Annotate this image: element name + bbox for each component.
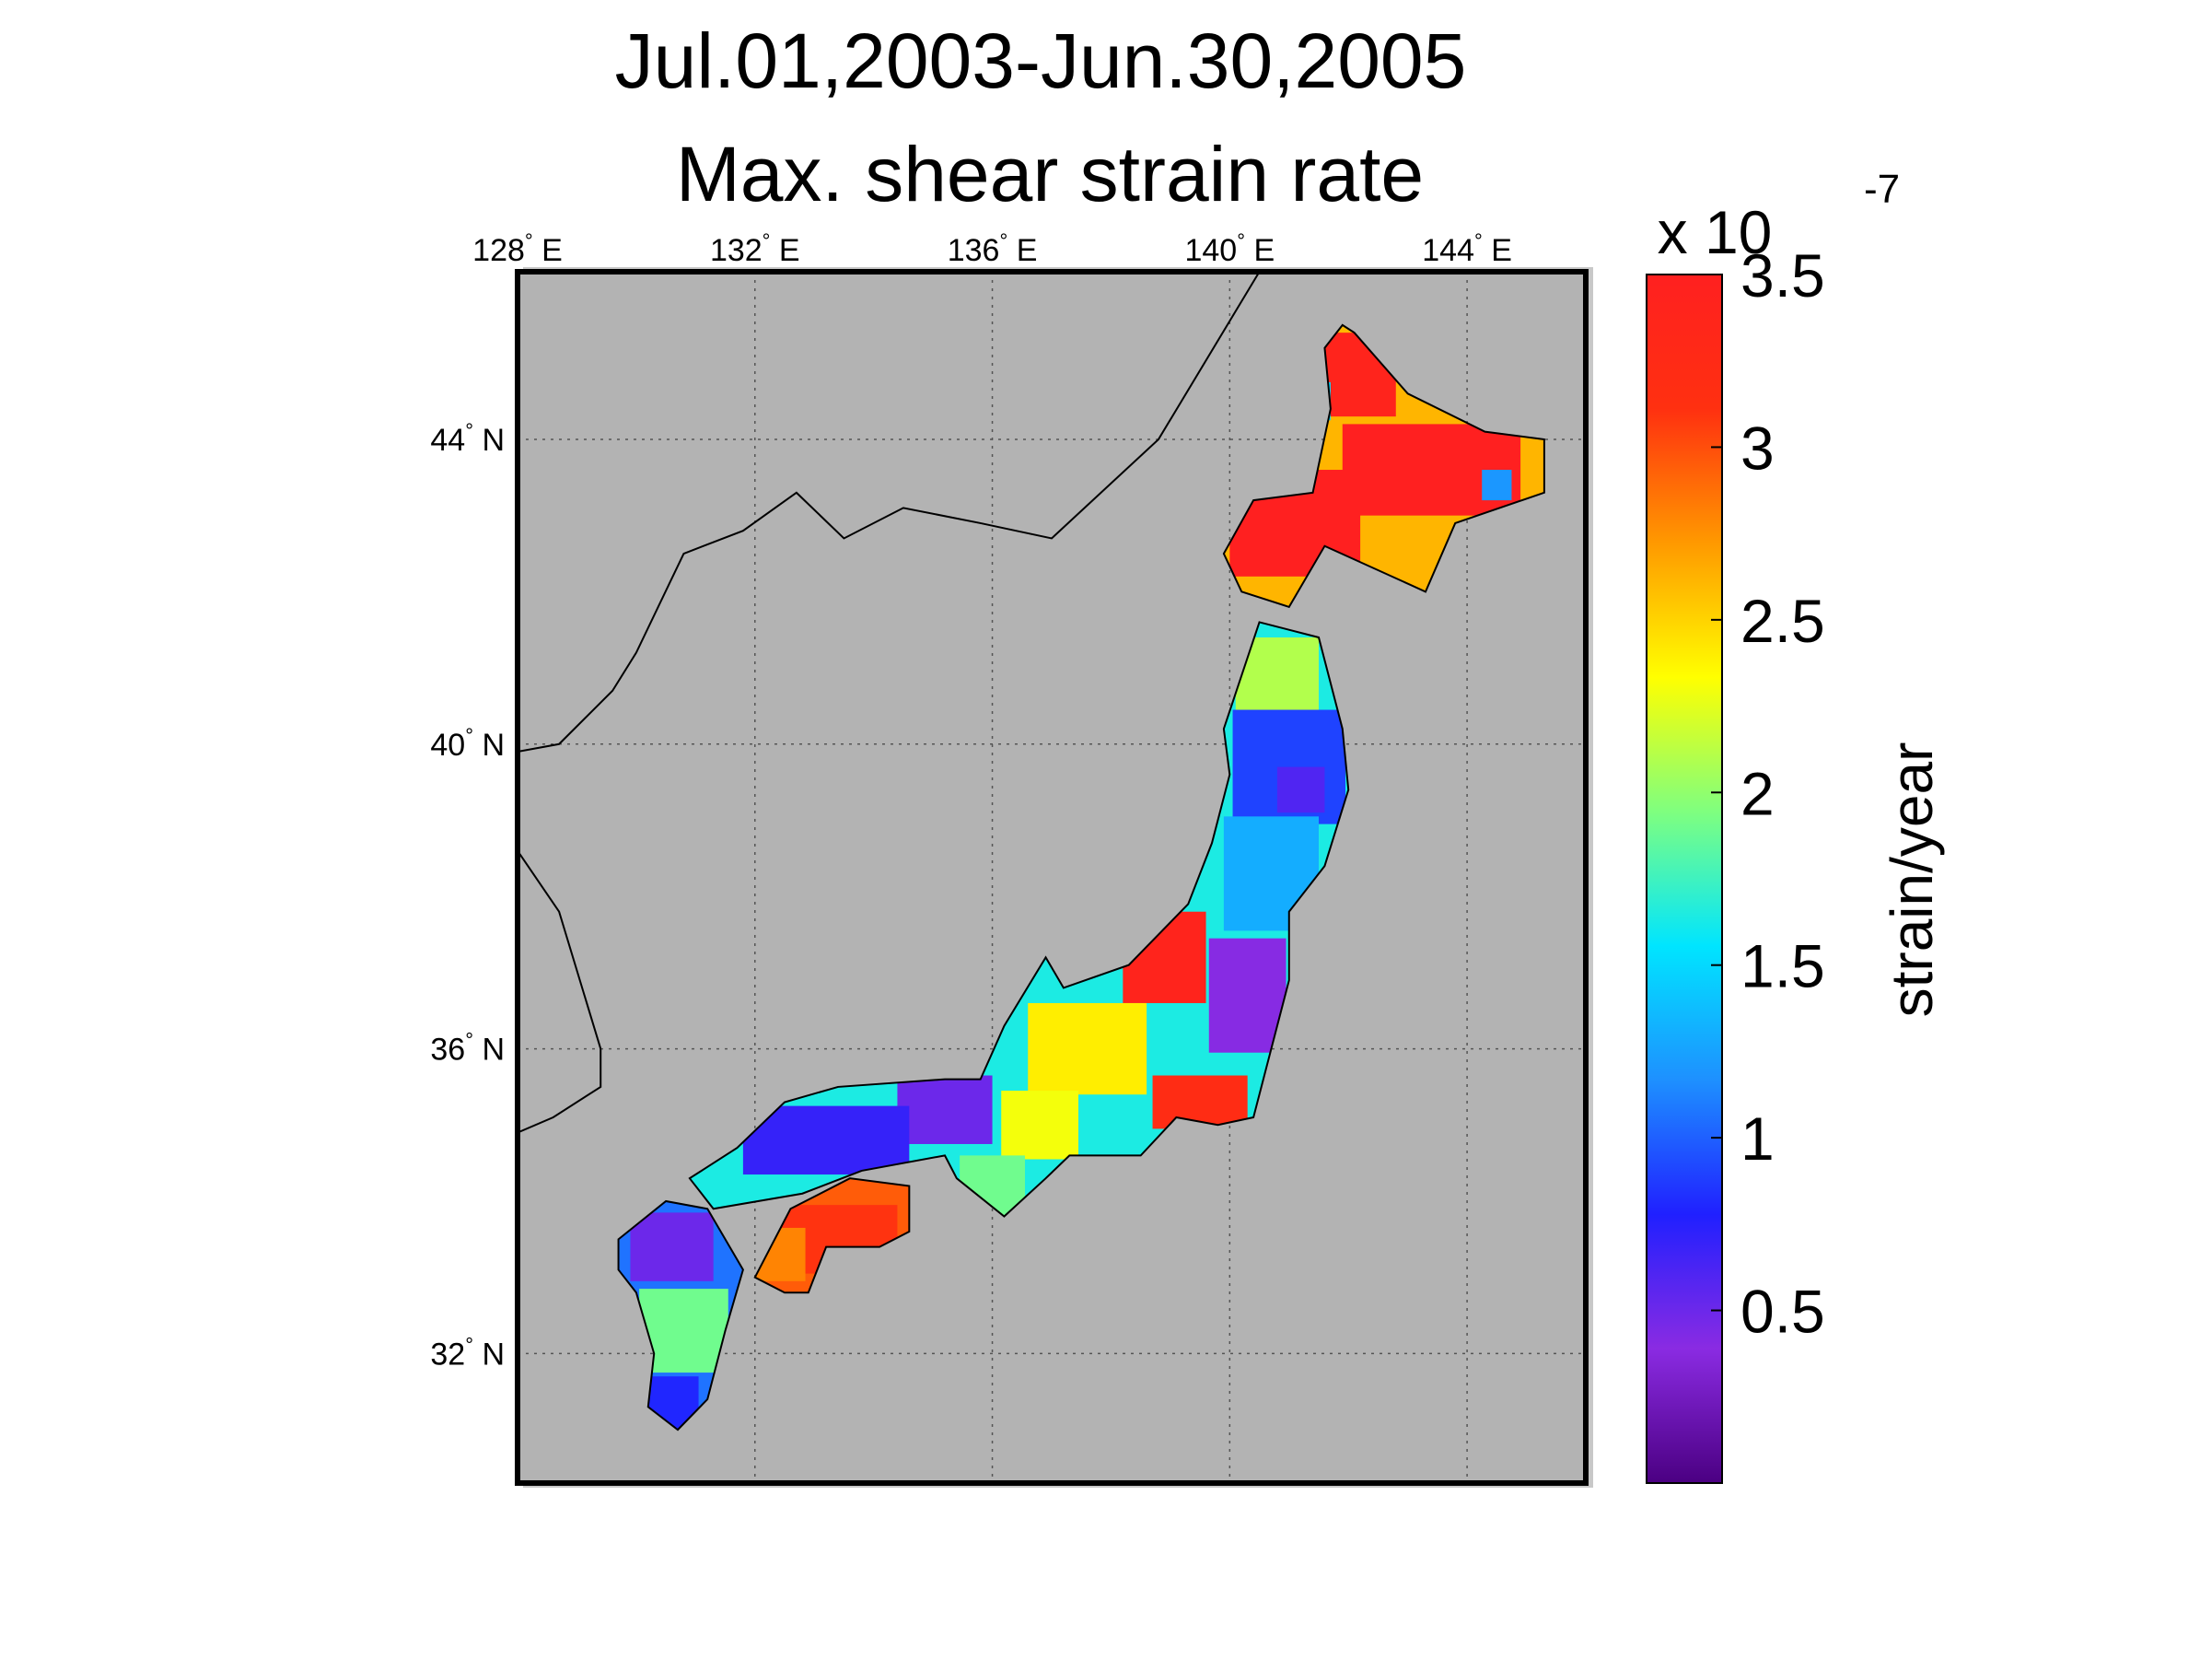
strain-cell bbox=[897, 1075, 993, 1144]
colorbar-tick-label: 2.5 bbox=[1740, 587, 1825, 655]
latitude-tick-label: 36° N bbox=[430, 1029, 505, 1068]
strain-cell bbox=[1001, 1091, 1078, 1160]
colorbar-tick-label: 2 bbox=[1740, 759, 1775, 827]
map-frame bbox=[515, 269, 1589, 1486]
longitude-tick-labels: 128° E 132° E 136° E 140° E 144° E bbox=[472, 229, 1512, 268]
strain-cell bbox=[1152, 1075, 1248, 1129]
coastline-segment bbox=[518, 849, 602, 1134]
latitude-tick-label: 40° N bbox=[430, 724, 505, 763]
map-title-line1: Jul.01,2003-Jun.30,2005 bbox=[615, 18, 1467, 104]
longitude-tick-label: 132° E bbox=[710, 229, 800, 268]
region-fill bbox=[689, 622, 1349, 1217]
colorbar-tick-label: 1 bbox=[1740, 1104, 1775, 1173]
colorbar-label: strain/year bbox=[1879, 742, 1945, 1018]
coastline-hokkaido bbox=[1222, 323, 1545, 609]
colorbar: 3.5 3 2.5 2 1.5 1 0.5 x 10 -7 strain/year bbox=[1646, 167, 1945, 1484]
latitude-tick-label: 32° N bbox=[430, 1333, 505, 1372]
coastline-segment bbox=[518, 272, 1261, 754]
colorbar-exponent: -7 bbox=[1864, 167, 1900, 212]
strain-cell bbox=[1482, 470, 1512, 501]
longitude-tick-label: 140° E bbox=[1184, 229, 1275, 268]
colorbar-tick-label: 1.5 bbox=[1740, 932, 1825, 1000]
latitude-tick-labels: 44° N 40° N 36° N 32° N bbox=[430, 419, 505, 1372]
map-title-line2: Max. shear strain rate bbox=[676, 131, 1424, 217]
coastline-shikoku bbox=[753, 1177, 911, 1294]
region-kyushu bbox=[618, 1200, 743, 1431]
coastline-kyushu bbox=[617, 1199, 744, 1431]
strain-cell bbox=[1324, 324, 1361, 333]
strain-cell bbox=[742, 1105, 910, 1175]
strain-cell bbox=[1028, 1002, 1147, 1095]
strain-cell bbox=[1208, 938, 1286, 1053]
longitude-tick-label: 128° E bbox=[472, 229, 563, 268]
map-panel: 128° E 132° E 136° E 140° E 144° E 44° N 40° … bbox=[430, 229, 1593, 1488]
colorbar-ticks: 3.5 3 2.5 2 1.5 1 0.5 bbox=[1711, 241, 1825, 1346]
longitude-tick-label: 136° E bbox=[948, 229, 1038, 268]
strain-cell bbox=[1276, 766, 1325, 813]
continental-coastline bbox=[518, 272, 1261, 1134]
latitude-tick-label: 44° N bbox=[430, 419, 505, 458]
colorbar-tick-label: 3 bbox=[1740, 414, 1775, 482]
colorbar-tick-label: 3.5 bbox=[1740, 241, 1825, 310]
coastline-honshu bbox=[688, 621, 1350, 1218]
colorbar-gradient bbox=[1646, 274, 1723, 1484]
colorbar-exponent-base: x 10 bbox=[1658, 198, 1773, 266]
longitude-tick-label: 144° E bbox=[1422, 229, 1512, 268]
strain-cell bbox=[630, 1212, 714, 1281]
colorbar-tick-label: 0.5 bbox=[1740, 1278, 1825, 1346]
